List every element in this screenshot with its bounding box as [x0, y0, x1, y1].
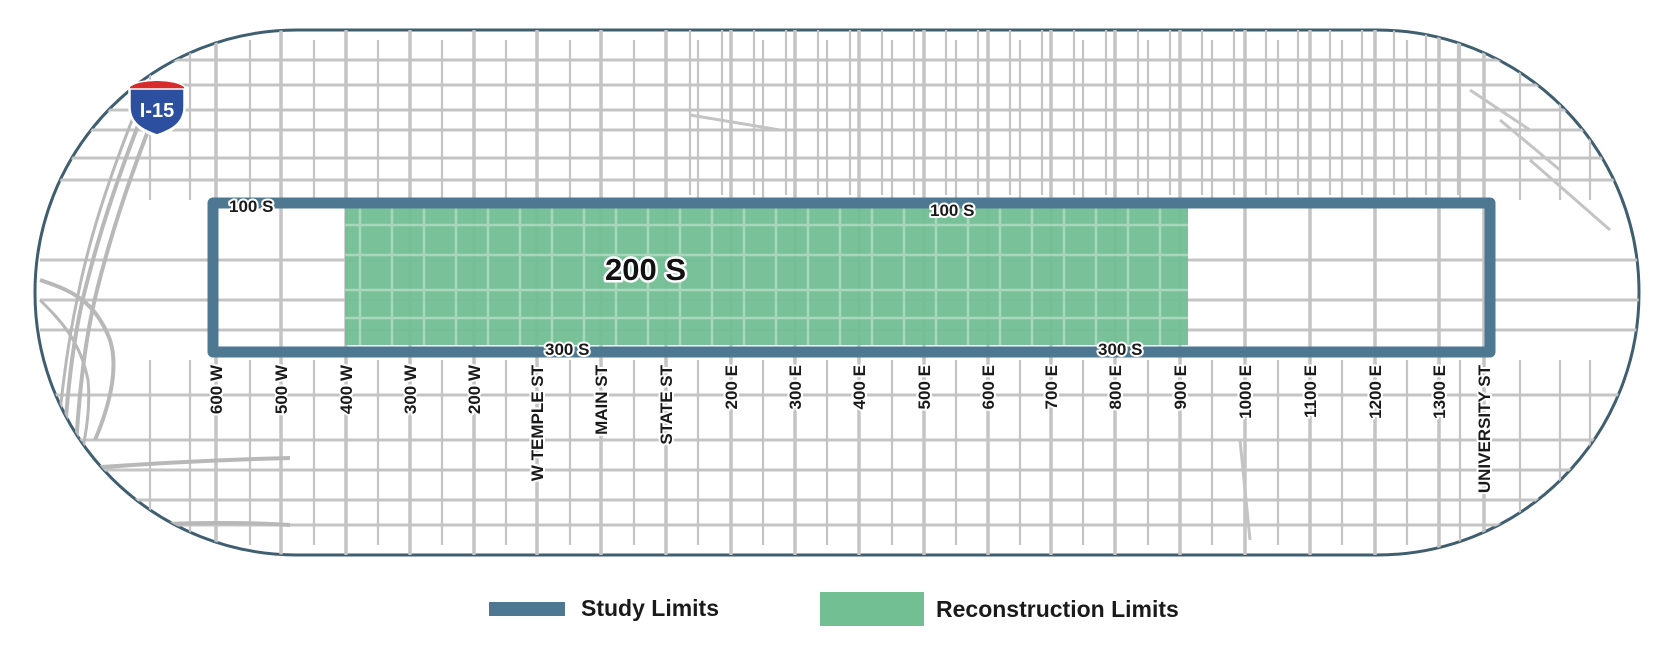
cross-street-label: 900 E [1171, 365, 1190, 409]
label-100s-west: 100 S [229, 197, 273, 216]
study-limits-label: Study Limits [581, 595, 720, 621]
cross-street-label: 400 W [337, 364, 356, 414]
cross-street-label: UNIVERSITY ST [1475, 364, 1494, 493]
cross-street-label: 600 E [979, 365, 998, 409]
cross-street-label: 1000 E [1236, 365, 1255, 419]
label-300s-west: 300 S [545, 340, 589, 359]
legend: Study Limits Reconstruction Limits [0, 592, 1674, 632]
cross-street-label: 200 E [722, 365, 741, 409]
cross-street-label: MAIN ST [592, 364, 611, 435]
street [1469, 88, 1531, 132]
cross-street-label: 700 E [1042, 365, 1061, 409]
street [1238, 439, 1252, 541]
legend-study-limits: Study Limits [489, 595, 719, 622]
cross-street-label: 500 E [915, 365, 934, 409]
reconstruction-area-streets [345, 204, 1188, 345]
cross-street-label: 500 W [272, 364, 291, 414]
cross-street-label: 300 W [401, 364, 420, 414]
cross-street-label: 1300 E [1430, 365, 1449, 419]
interstate-shield-icon: I-15 [128, 79, 186, 138]
cross-street-labels: 600 W 500 W 400 W 300 W 200 W W TEMPLE ST MAIN… [205, 362, 1496, 495]
reconstruction-limits-area [345, 204, 1188, 345]
cross-street-label: 600 W [207, 364, 226, 414]
study-limits-boundary [207, 197, 1496, 358]
cross-street-label: STATE ST [657, 364, 676, 444]
label-300s-east: 300 S [1098, 340, 1142, 359]
label-100s-east: 100 S [930, 201, 974, 220]
cross-street-label: 400 E [850, 365, 869, 409]
cross-street-label: 1200 E [1366, 365, 1385, 419]
cross-street-label: 200 W [465, 364, 484, 414]
cross-street-label: 800 E [1106, 365, 1125, 409]
reconstruction-limits-label: Reconstruction Limits [936, 595, 1179, 622]
corridor-label-200s: 200 S [605, 252, 686, 287]
interstate-label: I-15 [140, 100, 174, 122]
study-limits-swatch [489, 601, 565, 616]
legend-reconstruction-limits: Reconstruction Limits [820, 592, 1179, 626]
reconstruction-limits-swatch [820, 592, 924, 626]
cross-street-label: 1100 E [1301, 365, 1320, 418]
street [689, 113, 781, 132]
street [1529, 158, 1611, 232]
cross-street-label: 300 E [786, 365, 805, 409]
street [1499, 118, 1561, 172]
cross-street-label: W TEMPLE ST [528, 364, 547, 481]
